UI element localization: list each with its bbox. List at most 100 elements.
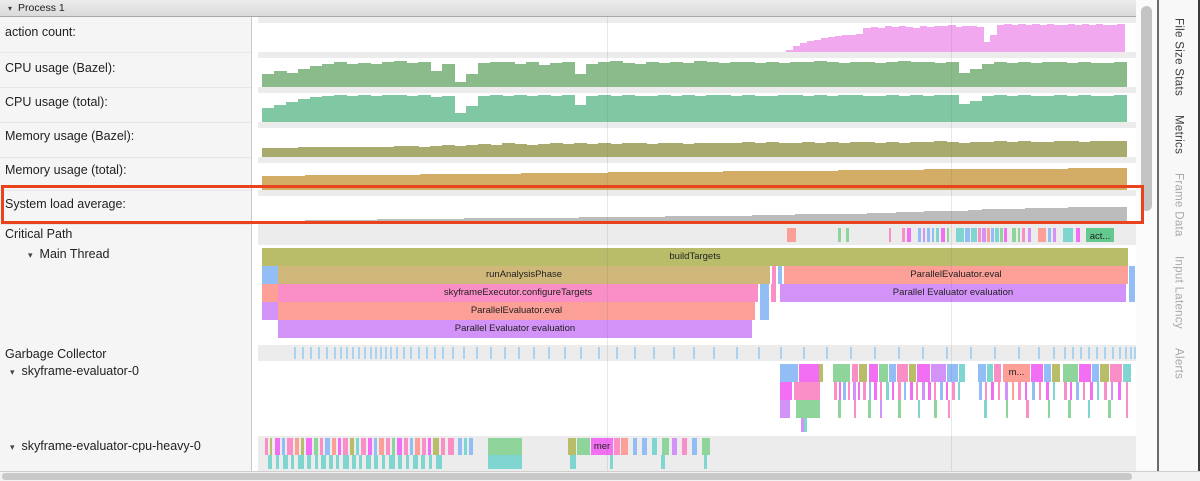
trace-event[interactable] <box>577 438 590 455</box>
chart-sys-load[interactable] <box>258 196 1136 224</box>
trace-event[interactable] <box>978 364 986 382</box>
counter-label-cpu-bazel[interactable]: CPU usage (Bazel): <box>5 61 116 75</box>
trace-event[interactable] <box>652 438 657 455</box>
trace-event-skyframeExecutorconfigureTargets[interactable]: skyframeExecutor.configureTargets <box>278 284 758 302</box>
trace-event[interactable] <box>904 382 906 400</box>
trace-event[interactable] <box>1068 400 1071 418</box>
trace-event[interactable] <box>488 455 522 469</box>
trace-event[interactable] <box>476 347 478 359</box>
trace-event-ParallelEvaluatoreval[interactable]: ParallelEvaluator.eval <box>278 302 755 320</box>
trace-event[interactable] <box>948 400 950 418</box>
trace-event[interactable] <box>410 438 413 455</box>
trace-event[interactable] <box>772 266 776 284</box>
trace-event[interactable] <box>1076 382 1079 400</box>
trace-event[interactable] <box>268 455 272 469</box>
trace-event[interactable] <box>429 455 432 469</box>
trace-event[interactable] <box>564 347 566 359</box>
trace-event[interactable] <box>283 455 288 469</box>
trace-event[interactable] <box>1053 228 1056 242</box>
trace-event[interactable] <box>389 455 395 469</box>
trace-event[interactable] <box>985 382 987 400</box>
chart-mem-bazel[interactable] <box>258 128 1136 157</box>
trace-event[interactable] <box>380 347 382 359</box>
trace-event-runAnalysisPhase[interactable]: runAnalysisPhase <box>278 266 770 284</box>
trace-event[interactable] <box>421 455 425 469</box>
collapse-arrow-icon[interactable]: ▾ <box>28 250 33 260</box>
trace-event[interactable] <box>1104 347 1106 359</box>
trace-event[interactable] <box>994 364 1001 382</box>
trace-event[interactable] <box>991 382 994 400</box>
trace-event[interactable] <box>874 347 876 359</box>
trace-event[interactable] <box>1000 228 1003 242</box>
trace-event[interactable] <box>275 438 280 455</box>
trace-event[interactable] <box>329 455 333 469</box>
trace-event[interactable] <box>1044 364 1051 382</box>
trace-event[interactable] <box>778 266 782 284</box>
trace-event[interactable] <box>413 455 418 469</box>
trace-event[interactable] <box>314 438 318 455</box>
trace-event[interactable] <box>702 438 710 455</box>
trace-event[interactable] <box>1108 400 1111 418</box>
counter-label-mem-bazel[interactable]: Memory usage (Bazel): <box>5 129 135 143</box>
trace-event[interactable] <box>262 284 278 302</box>
trace-event[interactable] <box>1083 382 1085 400</box>
trace-event[interactable] <box>1004 228 1007 242</box>
trace-event[interactable] <box>1096 347 1098 359</box>
tab-metrics[interactable]: Metrics <box>1172 115 1185 155</box>
trace-event-ParallelEvaluatorevaluation[interactable]: Parallel Evaluator evaluation <box>278 320 752 338</box>
trace-event[interactable] <box>1111 382 1113 400</box>
trace-event[interactable] <box>418 347 420 359</box>
trace-event[interactable] <box>386 438 390 455</box>
trace-event[interactable] <box>922 382 925 400</box>
trace-event[interactable] <box>533 347 535 359</box>
trace-event[interactable] <box>978 228 981 242</box>
trace-event[interactable] <box>356 438 359 455</box>
trace-event[interactable] <box>934 382 936 400</box>
trace-event[interactable] <box>1018 347 1020 359</box>
trace-event[interactable] <box>375 347 377 359</box>
chart-cpu-total[interactable] <box>258 93 1136 122</box>
trace-event[interactable] <box>1048 400 1050 418</box>
trace-event[interactable] <box>1025 382 1027 400</box>
trace-event[interactable] <box>379 438 384 455</box>
trace-event[interactable] <box>886 382 889 400</box>
trace-event[interactable] <box>403 347 405 359</box>
trace-event[interactable] <box>672 438 677 455</box>
trace-event[interactable] <box>1104 382 1107 400</box>
tab-input-latency[interactable]: Input Latency <box>1172 255 1185 329</box>
trace-event[interactable] <box>1076 228 1080 242</box>
trace-event[interactable] <box>265 438 268 455</box>
trace-event[interactable] <box>804 418 807 432</box>
trace-event[interactable] <box>918 400 920 418</box>
trace-event[interactable] <box>952 382 955 400</box>
trace-event[interactable] <box>910 382 913 400</box>
chart-mem-total[interactable] <box>258 163 1136 190</box>
trace-event[interactable] <box>397 438 402 455</box>
trace-event[interactable] <box>956 228 964 242</box>
track-garbage-collector[interactable] <box>258 345 1136 361</box>
trace-event-mer[interactable]: mer <box>591 438 613 455</box>
trace-event[interactable] <box>874 382 877 400</box>
track-critical-path[interactable]: act... <box>258 224 1136 245</box>
trace-event[interactable] <box>780 382 792 400</box>
trace-event[interactable] <box>359 455 362 469</box>
trace-event[interactable] <box>923 228 925 242</box>
trace-event[interactable] <box>1088 347 1090 359</box>
trace-event[interactable] <box>610 455 613 469</box>
trace-event[interactable] <box>662 438 669 455</box>
trace-event[interactable] <box>928 382 931 400</box>
trace-event[interactable] <box>979 382 982 400</box>
trace-event[interactable] <box>917 364 930 382</box>
trace-event[interactable] <box>1046 382 1049 400</box>
trace-event[interactable] <box>426 347 428 359</box>
trace-event[interactable] <box>334 347 336 359</box>
trace-event[interactable] <box>879 364 888 382</box>
trace-event[interactable] <box>464 438 467 455</box>
trace-event[interactable] <box>693 347 695 359</box>
trace-event[interactable] <box>366 455 371 469</box>
trace-event[interactable] <box>350 438 354 455</box>
trace-event[interactable] <box>799 364 819 382</box>
trace-event[interactable] <box>332 438 336 455</box>
trace-event[interactable] <box>1063 364 1078 382</box>
trace-event[interactable] <box>287 438 293 455</box>
